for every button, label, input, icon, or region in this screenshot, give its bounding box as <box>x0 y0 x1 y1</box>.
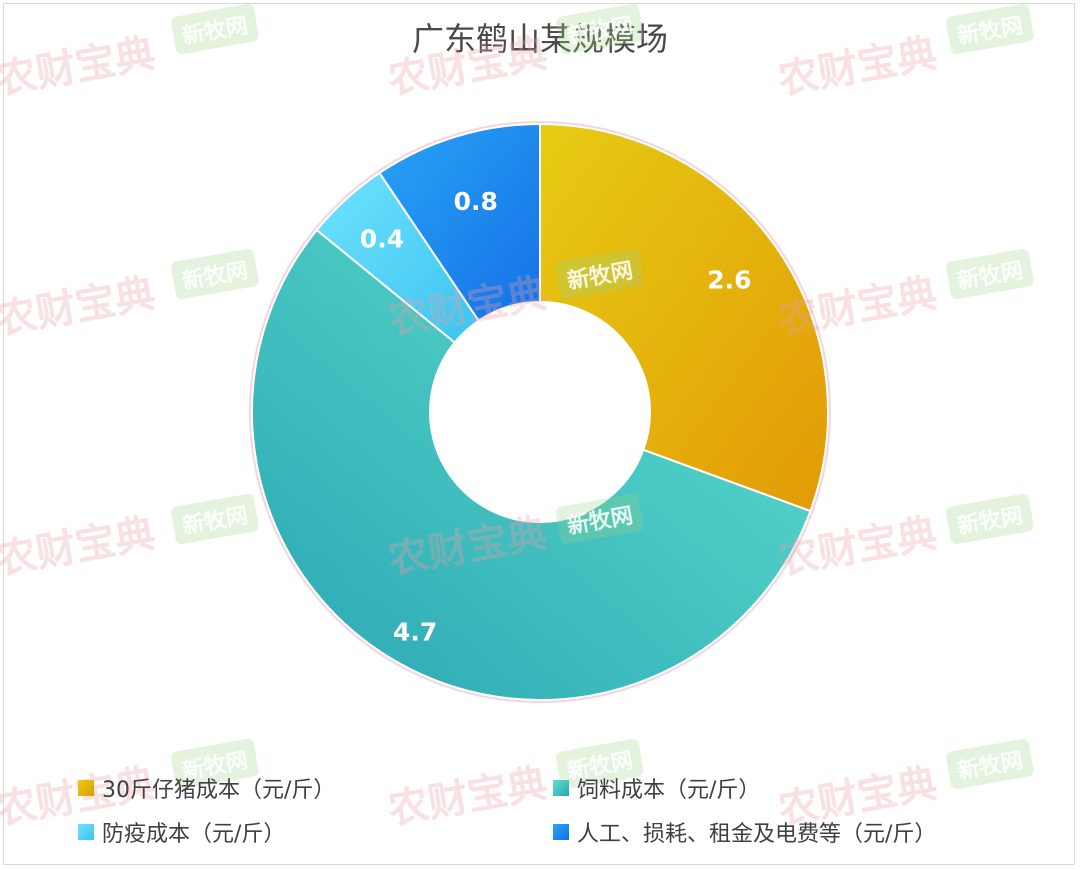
slice-labels: 2.6 4.7 0.4 0.8 <box>360 187 752 646</box>
watermark-secondary: 新牧网 <box>171 248 259 300</box>
watermark-secondary: 新牧网 <box>556 248 644 300</box>
donut-slice-labor <box>378 122 541 323</box>
chart-title: 广东鹤山某规模场 <box>412 20 668 58</box>
watermark-secondary: 新牧网 <box>946 738 1034 790</box>
data-label-feed: 4.7 <box>393 617 437 646</box>
data-label-vaccine: 0.4 <box>360 225 404 254</box>
data-label-piglet: 2.6 <box>707 266 751 295</box>
donut-outer-ring <box>249 121 831 703</box>
watermark-secondary: 新牧网 <box>171 738 259 790</box>
watermark-secondary: 新牧网 <box>171 3 259 55</box>
watermark-secondary: 新牧网 <box>946 248 1034 300</box>
watermark-secondary: 新牧网 <box>556 3 644 55</box>
donut-slices <box>249 121 831 703</box>
watermark-primary: 农财宝典 <box>775 31 941 104</box>
watermark-primary: 农财宝典 <box>775 761 941 834</box>
watermark-primary: 农财宝典 <box>0 511 159 584</box>
chart-frame <box>3 3 1075 865</box>
donut-slice-feed <box>251 228 812 701</box>
watermark-primary: 农财宝典 <box>0 271 159 344</box>
watermark-secondary: 新牧网 <box>171 493 259 545</box>
watermark-secondary: 新牧网 <box>556 738 644 790</box>
watermark-secondary: 新牧网 <box>946 3 1034 55</box>
watermark-primary: 农财宝典 <box>0 761 159 834</box>
watermark-primary: 农财宝典 <box>0 31 159 104</box>
watermark-primary: 农财宝典 <box>385 761 551 834</box>
watermark-secondary: 新牧网 <box>946 493 1034 545</box>
data-label-labor: 0.8 <box>454 187 498 216</box>
watermark-secondary: 新牧网 <box>556 493 644 545</box>
donut-slice-piglet <box>539 122 829 513</box>
